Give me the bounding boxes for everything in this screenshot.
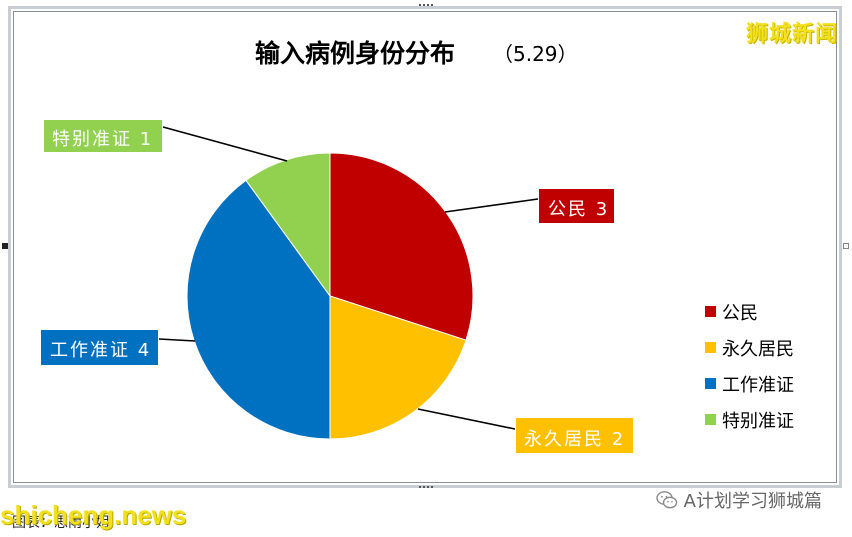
resize-handle-right[interactable]	[843, 243, 849, 249]
data-labels: 公民 3 永久居民 2 工作准证 4 特别准证 1	[41, 120, 633, 453]
leader-line-2	[417, 408, 516, 430]
wechat-icon	[655, 491, 677, 509]
legend-swatch-3	[705, 378, 716, 389]
chart-area-border	[13, 11, 837, 483]
legend-swatch-1	[705, 306, 716, 317]
wechat-account-tag: A计划学习狮城篇	[655, 488, 822, 512]
leader-lines	[158, 126, 539, 430]
data-label-box-1	[539, 189, 614, 223]
data-label-box-2	[516, 418, 633, 453]
data-label-2: 永久居民 2	[524, 429, 625, 450]
watermark-logo-bottom-left: shicheng.news	[0, 500, 187, 530]
source-caption: 图表：思雨小姐	[12, 515, 110, 531]
pie-slices	[186, 152, 474, 440]
pie-slice-2	[329, 295, 467, 440]
resize-handle-left[interactable]	[2, 243, 8, 249]
legend-swatch-4	[705, 414, 716, 425]
leader-line-1	[444, 198, 539, 213]
legend-label-2: 永久居民	[722, 339, 794, 360]
legend-swatch-2	[705, 342, 716, 353]
wechat-account-name: A计划学习狮城篇	[683, 491, 822, 512]
data-label-box-3	[41, 330, 158, 365]
data-label-4: 特别准证 1	[52, 129, 153, 150]
chart-title: 输入病例身份分布	[255, 39, 455, 68]
leader-line-3	[158, 338, 196, 342]
chart-subtitle: （5.29）	[493, 42, 578, 66]
data-label-1: 公民 3	[548, 199, 609, 220]
resize-handle-top[interactable]	[419, 4, 433, 8]
resize-handle-bottom[interactable]	[419, 486, 433, 490]
leader-line-4	[162, 126, 288, 162]
data-label-3: 工作准证 4	[50, 340, 151, 361]
watermark-logo-top-right: 狮城新闻	[745, 22, 838, 47]
legend-label-1: 公民	[722, 303, 758, 324]
legend-label-3: 工作准证	[722, 375, 794, 396]
data-label-box-4	[44, 120, 162, 152]
legend-label-4: 特别准证	[722, 411, 794, 432]
